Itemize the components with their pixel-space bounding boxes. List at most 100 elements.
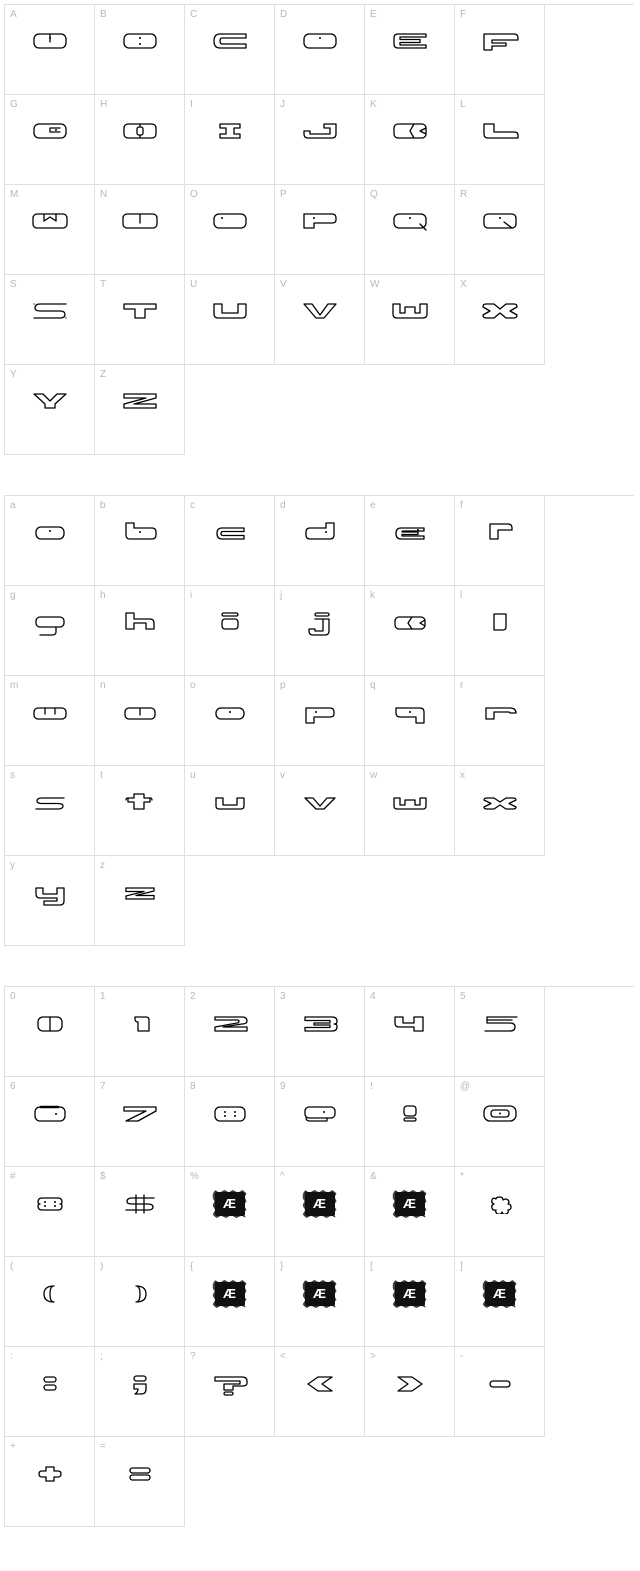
glyph-label: -: [460, 1351, 463, 1362]
glyph-shape: [185, 1372, 274, 1400]
glyph-shape: [455, 300, 544, 325]
glyph-shape: [5, 390, 94, 415]
glyph-cell: s: [5, 766, 95, 856]
glyph-shape: [365, 1282, 454, 1309]
glyph-label: P: [280, 189, 287, 200]
section-other: 0123456789!@#$%^&*(){}[]:;?<>-+=: [4, 986, 636, 1527]
glyph-cell: k: [365, 586, 455, 676]
glyph-cell: (: [5, 1257, 95, 1347]
glyph-shape: [455, 30, 544, 55]
glyph-cell: 8: [185, 1077, 275, 1167]
glyph-shape: [275, 120, 364, 145]
glyph-cell: D: [275, 5, 365, 95]
glyph-label: W: [370, 279, 379, 290]
section-uppercase: ABCDEFGHIJKLMNOPQRSTUVWXYZ: [4, 4, 636, 455]
glyph-shape: [5, 521, 94, 546]
glyph-label: Q: [370, 189, 378, 200]
glyph-cell: P: [275, 185, 365, 275]
glyph-shape: [275, 210, 364, 235]
glyph-cell: 2: [185, 987, 275, 1077]
glyph-cell: #: [5, 1167, 95, 1257]
glyph-label: I: [190, 99, 193, 110]
glyph-shape: [455, 1372, 544, 1397]
empty-cell: [185, 1437, 275, 1527]
glyph-shape: [95, 1102, 184, 1127]
glyph-shape: [275, 1372, 364, 1397]
glyph-shape: [365, 611, 454, 636]
glyph-cell: {: [185, 1257, 275, 1347]
glyph-label: L: [460, 99, 466, 110]
glyph-cell: h: [95, 586, 185, 676]
glyph-label: S: [10, 279, 17, 290]
glyph-shape: [5, 1192, 94, 1217]
glyph-label: N: [100, 189, 107, 200]
glyph-label: w: [370, 770, 377, 781]
glyph-label: ): [100, 1261, 103, 1272]
glyph-shape: [5, 1102, 94, 1127]
glyph-cell: }: [275, 1257, 365, 1347]
section-lowercase: abcdefghijklmnopqrstuvwxyz: [4, 495, 636, 946]
glyph-label: <: [280, 1351, 286, 1362]
glyph-shape: [365, 1102, 454, 1127]
glyph-label: n: [100, 680, 106, 691]
glyph-label: i: [190, 590, 192, 601]
glyph-shape: [365, 210, 454, 235]
glyph-cell: &: [365, 1167, 455, 1257]
glyph-label: G: [10, 99, 18, 110]
empty-cell: [275, 856, 365, 946]
glyph-cell: 5: [455, 987, 545, 1077]
glyph-label: 1: [100, 991, 106, 1002]
glyph-label: j: [280, 590, 282, 601]
glyph-shape: [275, 611, 364, 642]
glyph-shape: [5, 881, 94, 910]
glyph-label: {: [190, 1261, 193, 1272]
glyph-label: f: [460, 500, 463, 511]
glyph-label: E: [370, 9, 377, 20]
glyph-label: m: [10, 680, 18, 691]
glyph-shape: [455, 521, 544, 546]
empty-cell: [275, 1437, 365, 1527]
glyph-label: 0: [10, 991, 16, 1002]
glyph-cell: ?: [185, 1347, 275, 1437]
glyph-cell: S: [5, 275, 95, 365]
empty-cell: [365, 1437, 455, 1527]
glyph-label: 5: [460, 991, 466, 1002]
glyph-shape: [95, 300, 184, 325]
glyph-label: h: [100, 590, 106, 601]
glyph-cell: V: [275, 275, 365, 365]
glyph-shape: [95, 1012, 184, 1037]
glyph-label: %: [190, 1171, 199, 1182]
glyph-shape: [455, 611, 544, 636]
glyph-cell: =: [95, 1437, 185, 1527]
glyph-cell: K: [365, 95, 455, 185]
glyph-cell: y: [5, 856, 95, 946]
glyph-label: #: [10, 1171, 16, 1182]
glyph-cell: q: [365, 676, 455, 766]
glyph-label: c: [190, 500, 195, 511]
glyph-cell: E: [365, 5, 455, 95]
glyph-cell: ]: [455, 1257, 545, 1347]
glyph-cell: g: [5, 586, 95, 676]
glyph-label: @: [460, 1081, 470, 1092]
glyph-cell: O: [185, 185, 275, 275]
glyph-cell: A: [5, 5, 95, 95]
glyph-label: ?: [190, 1351, 196, 1362]
glyph-cell: b: [95, 496, 185, 586]
glyph-shape: [275, 791, 364, 816]
glyph-label: $: [100, 1171, 106, 1182]
glyph-label: [: [370, 1261, 373, 1272]
glyph-cell: @: [455, 1077, 545, 1167]
glyph-shape: [455, 120, 544, 145]
glyph-cell: Y: [5, 365, 95, 455]
glyph-cell: T: [95, 275, 185, 365]
glyph-shape: [5, 30, 94, 55]
glyph-shape: [365, 120, 454, 145]
glyph-label: u: [190, 770, 196, 781]
glyph-cell: n: [95, 676, 185, 766]
glyph-shape: [365, 1192, 454, 1219]
glyph-label: d: [280, 500, 286, 511]
character-map-page: ABCDEFGHIJKLMNOPQRSTUVWXYZabcdefghijklmn…: [0, 0, 640, 1571]
glyph-label: U: [190, 279, 197, 290]
glyph-label: !: [370, 1081, 373, 1092]
glyph-shape: [185, 120, 274, 145]
